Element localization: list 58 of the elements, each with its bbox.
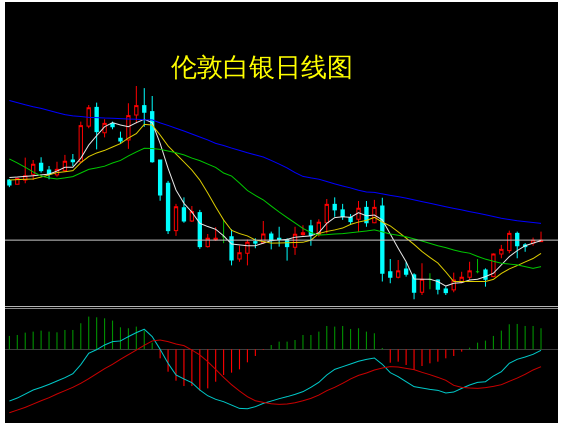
candlestick	[198, 209, 202, 250]
candlestick	[316, 218, 321, 238]
candlestick	[452, 272, 456, 293]
candlestick	[444, 286, 448, 296]
candlestick	[174, 203, 178, 236]
candlestick	[102, 118, 107, 138]
candlestick	[245, 238, 250, 266]
chart-title: 伦敦白银日线图	[171, 53, 354, 84]
candlestick	[54, 161, 60, 178]
candlestick	[388, 258, 392, 284]
candlestick	[420, 262, 424, 296]
candlestick	[38, 156, 44, 174]
candlestick	[292, 226, 298, 256]
candlestick	[182, 196, 186, 224]
candlestick	[499, 244, 504, 259]
candlestick	[491, 252, 496, 278]
candlestick	[166, 180, 170, 234]
candlestick	[460, 271, 464, 283]
candlestick	[31, 160, 36, 181]
candlestick	[118, 131, 123, 144]
candlestick	[150, 96, 154, 164]
candlestick	[507, 230, 512, 254]
candlestick	[78, 121, 83, 164]
candlestick	[340, 203, 345, 220]
candlestick	[190, 206, 194, 223]
candlestick	[70, 154, 76, 166]
candlestick	[530, 237, 536, 246]
candlestick	[372, 199, 377, 224]
candlestick	[94, 102, 99, 150]
candlestick	[253, 238, 258, 249]
candlestick	[221, 219, 226, 244]
candlestick	[515, 231, 520, 259]
candlestick	[62, 154, 68, 172]
candlestick	[276, 226, 282, 248]
candlestick	[436, 278, 440, 295]
candlestick	[380, 197, 384, 282]
candlestick	[269, 231, 274, 250]
candlestick	[15, 177, 20, 186]
candlestick	[467, 261, 472, 281]
candlestick	[237, 245, 242, 262]
candlestick	[396, 260, 400, 279]
candlestick	[206, 233, 210, 248]
candlestick	[308, 219, 314, 246]
candlestick	[538, 231, 544, 242]
candlestick	[300, 224, 306, 236]
candlestick	[356, 200, 361, 232]
candlestick	[23, 157, 28, 184]
candlestick	[332, 196, 337, 218]
candlestick	[404, 261, 408, 278]
candlestick	[126, 102, 131, 150]
candlestick	[134, 86, 138, 124]
candlestick	[142, 88, 146, 128]
candlestick	[7, 178, 12, 188]
candlestick	[158, 160, 162, 202]
candlestick	[475, 258, 480, 274]
candlestick	[214, 226, 218, 241]
candlestick	[324, 198, 329, 234]
candlestick	[86, 104, 91, 129]
